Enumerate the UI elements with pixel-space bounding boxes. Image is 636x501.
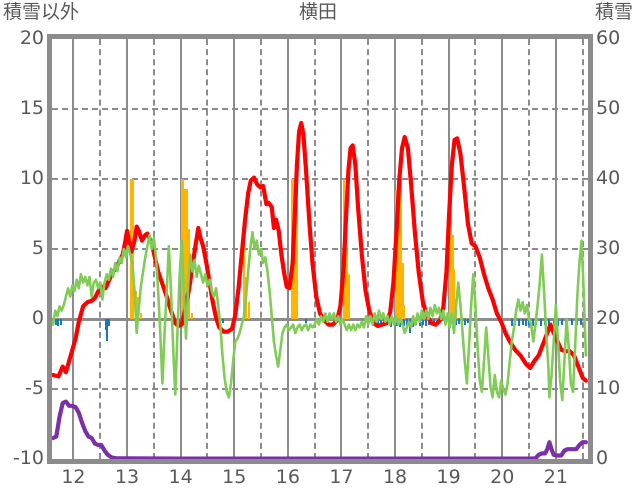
blue-bars-item <box>539 319 542 326</box>
left-axis-tick-0: 0 <box>31 307 44 329</box>
blue-bars-item <box>304 319 307 324</box>
left-axis-tick-15: 15 <box>19 97 44 119</box>
x-axis-tick-12: 12 <box>61 466 86 488</box>
blue-bars-item <box>421 319 424 326</box>
orange-bars-item <box>296 184 299 319</box>
blue-bars-item <box>518 319 521 326</box>
hgrid-10 <box>52 178 588 180</box>
blue-bars-item <box>521 319 524 325</box>
left-axis-tick--10: -10 <box>12 447 44 469</box>
blue-bars-item <box>570 319 573 325</box>
blue-bars-item <box>405 319 408 328</box>
blue-bars-item <box>466 319 469 324</box>
hgrid--5 <box>52 388 588 390</box>
blue-bars-item <box>222 319 225 324</box>
hgrid-15 <box>52 108 588 110</box>
orange-bars-item <box>403 305 406 319</box>
orange-bars-item <box>183 188 188 319</box>
orange-bars-item <box>448 179 452 319</box>
orange-bars-item <box>401 263 404 319</box>
x-axis-tick-13: 13 <box>114 466 140 488</box>
right-axis-tick-1: 10 <box>596 377 621 399</box>
red-line <box>50 120 588 383</box>
blue-bars-item <box>104 319 107 331</box>
blue-bars-item <box>57 319 60 326</box>
blue-bars-item <box>463 319 466 325</box>
orange-bars-item <box>453 268 456 319</box>
green-line <box>51 230 588 402</box>
plot-area <box>50 39 588 461</box>
right-axis-tick-4: 40 <box>596 167 621 189</box>
x-axis-tick-21: 21 <box>543 466 568 488</box>
x-axis-tick-19: 19 <box>436 466 461 488</box>
blue-bars-item <box>548 319 551 325</box>
blue-bars-item <box>425 319 428 326</box>
right-axis-title: 積雪 <box>594 1 633 23</box>
x-axis-tick-15: 15 <box>222 466 247 488</box>
left-axis-tick--5: -5 <box>25 377 44 399</box>
blue-bars-item <box>55 319 58 326</box>
right-axis-tick-3: 30 <box>596 237 621 259</box>
blue-bars-item <box>458 319 461 324</box>
orange-bars-item <box>139 313 142 319</box>
orange-bars-item <box>295 179 298 319</box>
right-axis-tick-0: 0 <box>596 447 609 469</box>
blue-bars-item <box>561 319 564 325</box>
blue-bars-item <box>532 319 535 326</box>
chart-title: 横田 <box>298 1 337 23</box>
blue-bars-item <box>402 319 405 326</box>
x-axis-tick-20: 20 <box>490 466 515 488</box>
blue-bars-item <box>580 319 583 325</box>
right-axis-tick-5: 50 <box>596 97 621 119</box>
left-axis-tick-20: 20 <box>19 27 44 49</box>
orange-bars-item <box>346 249 349 319</box>
left-axis-tick-10: 10 <box>19 167 44 189</box>
blue-bars-item <box>178 319 181 324</box>
blue-bars-item <box>59 319 62 325</box>
x-axis-tick-16: 16 <box>275 466 300 488</box>
orange-bars-item <box>344 235 347 319</box>
blue-bars-item <box>432 319 435 324</box>
x-axis-tick-14: 14 <box>168 466 193 488</box>
blue-bars-item <box>524 319 527 326</box>
hgrid-5 <box>52 248 588 250</box>
blue-bars-item <box>108 319 111 326</box>
purple-line <box>50 399 588 461</box>
blue-bars-item <box>510 319 513 326</box>
orange-bars-item <box>247 302 250 319</box>
left-axis-tick-5: 5 <box>31 237 44 259</box>
x-axis-tick-18: 18 <box>382 466 408 488</box>
orange-bars-item <box>243 242 246 319</box>
orange-bars-item <box>191 313 194 319</box>
orange-bars-item <box>347 274 350 319</box>
orange-bars-item <box>451 235 454 319</box>
right-axis-tick-6: 60 <box>596 27 621 49</box>
blue-bars-item <box>106 319 109 342</box>
orange-bars-item <box>397 179 402 319</box>
x-axis-tick-17: 17 <box>329 466 354 488</box>
right-axis-tick-2: 20 <box>596 307 621 329</box>
left-axis-title: 積雪以外 <box>3 1 80 23</box>
line-layer <box>50 120 588 461</box>
